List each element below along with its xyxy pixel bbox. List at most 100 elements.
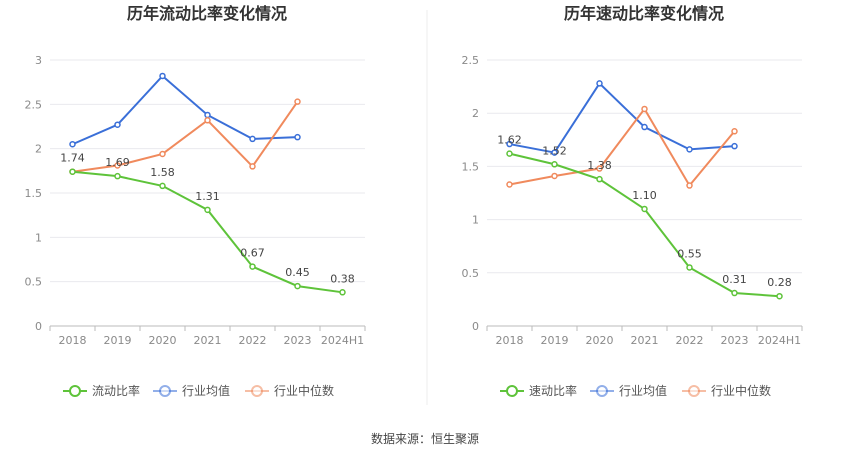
data-source-text: 数据来源：恒生聚源 bbox=[371, 431, 479, 446]
y-tick-label: 2.5 bbox=[25, 98, 43, 111]
data-label: 0.38 bbox=[330, 272, 355, 285]
data-point bbox=[641, 123, 648, 131]
data-label: 0.67 bbox=[240, 247, 265, 260]
data-point bbox=[294, 133, 301, 141]
y-tick-label: 0 bbox=[472, 320, 479, 333]
data-point bbox=[506, 181, 513, 188]
data-point bbox=[596, 165, 603, 172]
data-label: 1.38 bbox=[587, 159, 612, 172]
legend-marker bbox=[688, 385, 700, 397]
data-point bbox=[506, 150, 513, 157]
data-point bbox=[339, 289, 346, 296]
data-point bbox=[114, 162, 121, 169]
y-tick-label: 2 bbox=[472, 107, 479, 120]
data-label: 1.69 bbox=[105, 156, 130, 169]
data-point bbox=[159, 182, 166, 190]
data-label: 1.52 bbox=[542, 144, 567, 157]
x-tick-label: 2018 bbox=[59, 334, 87, 347]
data-point bbox=[159, 72, 166, 80]
data-label: 1.58 bbox=[150, 166, 175, 179]
legend-marker bbox=[69, 385, 81, 397]
y-tick-label: 1.5 bbox=[462, 160, 480, 173]
chart-panel-1: 历年流动比率变化情况 0 0.5 1 1.5 2 2.5 3 2018 2019 2020 2021 2… bbox=[25, 4, 366, 398]
x-tick-label: 2023 bbox=[284, 334, 312, 347]
data-point bbox=[731, 142, 738, 150]
data-label: 0.55 bbox=[677, 247, 702, 260]
data-point bbox=[506, 140, 513, 148]
data-point bbox=[159, 150, 166, 158]
y-tick-label: 0.5 bbox=[462, 267, 480, 280]
x-tick-label: 2024H1 bbox=[321, 334, 364, 347]
data-label: 0.31 bbox=[722, 273, 747, 286]
legend-item-2: 行业均值 bbox=[590, 383, 667, 398]
data-point bbox=[551, 161, 558, 168]
y-tick-label: 3 bbox=[35, 54, 42, 67]
x-tick-label: 2020 bbox=[586, 334, 614, 347]
y-tick-label: 1 bbox=[472, 214, 479, 227]
y-tick-label: 2.5 bbox=[462, 54, 480, 67]
data-point bbox=[249, 135, 256, 143]
data-point bbox=[69, 140, 76, 148]
legend-label: 行业中位数 bbox=[274, 383, 334, 398]
data-label: 1.74 bbox=[60, 152, 85, 165]
data-point bbox=[731, 289, 738, 297]
data-label: 0.45 bbox=[285, 266, 310, 279]
x-tick-label: 2021 bbox=[631, 334, 659, 347]
data-point bbox=[551, 149, 558, 156]
data-point bbox=[776, 292, 783, 300]
x-tick-label: 2022 bbox=[239, 334, 267, 347]
legend-marker bbox=[159, 385, 171, 397]
data-point bbox=[596, 80, 603, 87]
x-tick-label: 2022 bbox=[676, 334, 704, 347]
legend-item-1: 速动比率 bbox=[500, 383, 577, 398]
series-line-2 bbox=[509, 81, 735, 154]
legend-label: 行业中位数 bbox=[711, 383, 771, 398]
legend-label: 速动比率 bbox=[529, 383, 577, 398]
x-tick-label: 2019 bbox=[104, 334, 132, 347]
y-tick-label: 2 bbox=[35, 143, 42, 156]
series-line-3 bbox=[72, 101, 299, 173]
data-label: 1.10 bbox=[632, 189, 657, 202]
data-point bbox=[641, 105, 648, 113]
x-tick-label: 2021 bbox=[194, 334, 222, 347]
y-tick-label: 0.5 bbox=[25, 276, 43, 289]
x-tick-label: 2018 bbox=[496, 334, 524, 347]
data-point bbox=[551, 172, 558, 180]
x-tick-label: 2024H1 bbox=[758, 334, 801, 347]
series-line-2 bbox=[72, 74, 298, 146]
series-line-3 bbox=[509, 107, 736, 188]
legend-marker bbox=[251, 385, 263, 397]
data-point bbox=[686, 264, 693, 271]
chart-title: 历年流动比率变化情况 bbox=[127, 4, 287, 23]
x-tick-label: 2020 bbox=[149, 334, 177, 347]
data-point bbox=[596, 175, 603, 183]
legend-item-2: 行业均值 bbox=[153, 383, 230, 398]
legend-marker bbox=[506, 385, 518, 397]
data-point bbox=[294, 282, 301, 290]
data-point bbox=[204, 117, 211, 124]
data-point bbox=[204, 206, 211, 214]
data-point bbox=[294, 98, 301, 105]
data-point bbox=[249, 263, 256, 270]
legend-label: 行业均值 bbox=[182, 383, 230, 398]
data-point bbox=[686, 182, 693, 189]
y-tick-label: 0 bbox=[35, 320, 42, 333]
data-point bbox=[249, 163, 256, 170]
data-label: 1.62 bbox=[497, 134, 522, 147]
data-point bbox=[204, 111, 211, 119]
y-tick-label: 1.5 bbox=[25, 187, 43, 200]
chart-title: 历年速动比率变化情况 bbox=[564, 4, 724, 23]
legend-item-3: 行业中位数 bbox=[245, 383, 334, 398]
x-tick-label: 2019 bbox=[541, 334, 569, 347]
legend-marker bbox=[596, 385, 608, 397]
data-point bbox=[69, 168, 76, 175]
data-point bbox=[114, 172, 121, 180]
x-tick-label: 2023 bbox=[721, 334, 749, 347]
data-label: 0.28 bbox=[767, 276, 792, 289]
data-label: 1.31 bbox=[195, 190, 220, 203]
legend-item-3: 行业中位数 bbox=[682, 383, 771, 398]
data-point bbox=[731, 128, 738, 135]
legend-item-1: 流动比率 bbox=[63, 383, 140, 398]
